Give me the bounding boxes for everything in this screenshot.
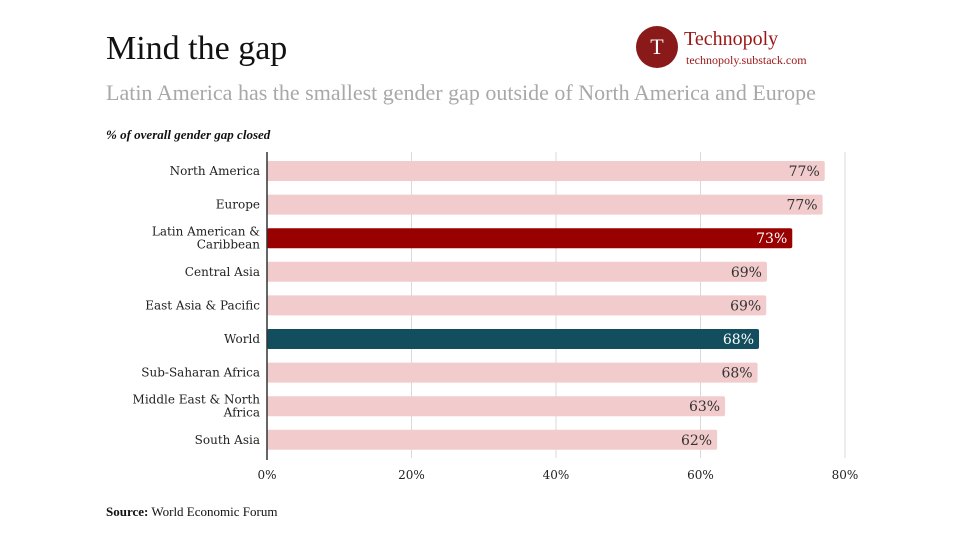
bar (267, 329, 760, 349)
source-note: Source: World Economic Forum (106, 504, 277, 520)
bar (267, 295, 767, 316)
x-tick-label: 80% (832, 468, 859, 482)
category-label: Europe (216, 198, 260, 212)
source-label: Source: (106, 504, 149, 519)
chart-title: Mind the gap (106, 30, 288, 67)
data-label: 69% (731, 265, 762, 281)
data-label: 62% (681, 433, 712, 449)
bar (267, 261, 767, 282)
bar (267, 228, 793, 249)
bar (267, 396, 726, 417)
bar (267, 362, 758, 383)
data-label: 77% (786, 198, 817, 214)
data-label: 73% (756, 231, 787, 247)
value-axis-label: % of overall gender gap closed (106, 127, 271, 142)
chart-subtitle: Latin America has the smallest gender ga… (106, 80, 816, 105)
x-tick-label: 20% (398, 468, 425, 482)
category-label: Central Asia (185, 265, 260, 279)
brand-logo: T (636, 26, 678, 68)
category-label: Middle East & North Africa (133, 393, 261, 420)
x-tick-label: 0% (257, 468, 276, 482)
category-label: World (224, 332, 260, 346)
category-label: Sub-Saharan Africa (141, 366, 260, 380)
category-label: Latin American & Caribbean (152, 225, 260, 252)
source-text: World Economic Forum (151, 504, 278, 519)
brand-url[interactable]: technopoly.substack.com (686, 53, 807, 67)
x-tick-label: 40% (543, 468, 570, 482)
bar (267, 161, 825, 181)
category-label: South Asia (195, 433, 260, 447)
bar (267, 429, 718, 450)
data-label: 77% (789, 164, 820, 180)
category-label: North America (170, 164, 260, 178)
data-label: 68% (723, 332, 754, 348)
data-label: 63% (689, 399, 720, 415)
x-tick-label: 60% (687, 468, 714, 482)
brand-name: Technopoly (684, 28, 779, 50)
data-label: 68% (721, 366, 752, 382)
brand-block[interactable]: T Technopoly technopoly.substack.com (636, 26, 876, 70)
category-label: East Asia & Pacific (145, 298, 260, 312)
bar (267, 194, 823, 215)
data-label: 69% (730, 298, 761, 314)
